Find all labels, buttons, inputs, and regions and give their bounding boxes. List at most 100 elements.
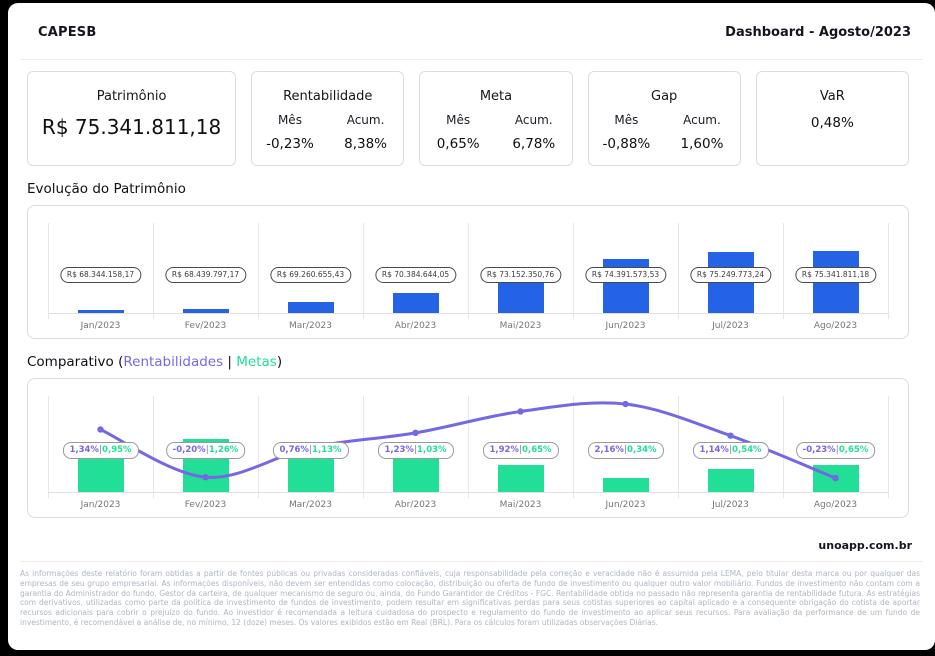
comparativo-plot-area: 1,34%|0,95% -0,20%|1,26% 0,76%|1,13% 1,23%|… [48,396,889,498]
x-axis-label: Mar/2023 [289,321,332,331]
meta-bar [707,469,754,492]
patrimonio-bar [287,302,334,313]
x-axis-label: Jul/2023 [712,500,749,510]
gridline [678,223,679,319]
acum-label: Acum. [514,113,553,127]
line-point-marker [727,432,734,439]
comparativo-title-suffix: ) [276,354,283,370]
x-axis-label: Mar/2023 [289,500,332,510]
gridline [888,396,889,498]
meta-value: 0,95% [102,445,132,455]
legend-metas[interactable]: Metas [236,354,277,370]
line-point-marker [412,429,419,437]
rentabilidade-value: 1,92% [489,445,519,455]
meta-mes-value: 0,65% [436,136,480,152]
value-label: 1,14%|0,54% [692,442,769,459]
comparativo-section-title: Comparativo (Rentabilidades | Metas) [27,354,935,370]
gridline [153,223,154,319]
evolucao-chart-panel: R$ 68.344.158,17 R$ 68.439.797,17 R$ 69.26… [27,205,909,339]
brand-name: CAPESB [38,25,97,40]
label-separator: | [623,445,628,455]
card-title: Patrimônio [96,89,167,104]
label-separator: | [205,445,209,455]
value-label: R$ 68.439.797,17 [164,267,247,283]
patrimonio-bar [77,310,124,313]
acum-label: Acum. [683,113,721,127]
evolucao-section-title: Evolução do Patrimônio [27,181,186,197]
card-title: Gap [651,89,678,104]
line-point-marker [622,400,629,408]
label-separator: | [728,445,733,455]
x-axis-label: Mai/2023 [499,500,542,510]
page-title: Dashboard - Agosto/2023 [725,25,911,40]
gridline [363,223,364,319]
value-label: R$ 75.249.773,24 [689,267,772,283]
card-title: Meta [479,89,513,104]
card-meta: Meta Mês 0,65% Acum. 6,78% [419,71,573,166]
x-axis-label: Jul/2023 [712,321,749,331]
x-axis-label: Fev/2023 [184,500,227,510]
gridline [678,396,679,498]
label-separator: | [518,445,523,455]
value-label: 2,16%|0,34% [587,442,664,459]
gridline [573,396,574,498]
gridline [573,223,574,319]
rentabilidades-line [99,401,837,480]
comparativo-chart-panel: 1,34%|0,95% -0,20%|1,26% 0,76%|1,13% 1,23%|… [27,378,909,518]
value-label: 1,92%|0,65% [482,442,559,459]
patrimonio-bar [392,292,439,313]
gridline [258,396,259,498]
legend-rentabilidades[interactable]: Rentabilidades [123,354,224,370]
mes-label: Mês [614,113,639,127]
x-axis-line [48,313,888,314]
x-axis-label: Abr/2023 [394,321,437,331]
rentabilidade-value: 1,23% [384,445,414,455]
value-label: 1,23%|1,03% [377,442,454,459]
value-label: R$ 70.384.644,05 [374,267,457,283]
value-label: 1,34%|0,95% [62,442,139,459]
gridline [258,223,259,319]
value-label: -0,20%|1,26% [165,442,246,459]
gridline [888,223,889,319]
site-link[interactable]: unoapp.com.br [818,539,912,552]
label-separator: | [413,445,418,455]
meta-bar [497,464,544,492]
x-axis-label: Jun/2023 [605,321,646,331]
line-point-marker [202,474,209,481]
rentabilidade-value: 1,34% [69,445,99,455]
patrimonio-bar [182,309,229,313]
x-axis-label: Jun/2023 [605,500,646,510]
card-title: Rentabilidade [283,89,373,104]
value-label: R$ 69.260.655,43 [269,267,352,283]
comparativo-x-axis: Jan/2023 Fev/2023 Mar/2023 Abr/2023 Mai/2023… [48,500,888,510]
kpi-cards-row: Patrimônio R$ 75.341.811,18 Rentabilidad… [27,71,909,166]
acum-label: Acum. [346,113,385,127]
evolucao-plot-area: R$ 68.344.158,17 R$ 68.439.797,17 R$ 69.26… [48,223,889,319]
gridline [783,223,784,319]
value-label: 0,76%|1,13% [272,442,349,459]
footer-divider [20,561,923,562]
x-axis-label: Abr/2023 [394,500,437,510]
rentabilidade-value: 0,76% [279,445,309,455]
value-label: R$ 73.152.350,76 [479,267,562,283]
meta-value: 0,54% [732,445,762,455]
meta-value: 0,65% [838,445,869,455]
rentabilidade-mes-value: -0,23% [266,136,314,152]
rentabilidade-value: -0,23% [802,445,836,455]
x-axis-label: Ago/2023 [813,321,858,331]
label-separator: | [835,445,839,455]
meta-value: 0,65% [522,445,552,455]
x-axis-label: Fev/2023 [184,321,227,331]
gap-mes-value: -0,88% [602,136,651,152]
card-gap: Gap Mês -0,88% Acum. 1,60% [587,71,741,166]
mes-label: Mês [446,113,471,127]
patrimonio-value: R$ 75.341.811,18 [41,115,222,139]
gridline [153,396,154,498]
comparativo-title-separator: | [223,354,237,370]
meta-value: 0,34% [627,445,657,455]
x-axis-label: Jan/2023 [80,321,121,331]
gridline [48,396,49,498]
dashboard-page: CAPESB Dashboard - Agosto/2023 Patrimôni… [8,3,935,650]
x-axis-label: Ago/2023 [813,500,858,510]
line-point-marker [517,408,524,415]
